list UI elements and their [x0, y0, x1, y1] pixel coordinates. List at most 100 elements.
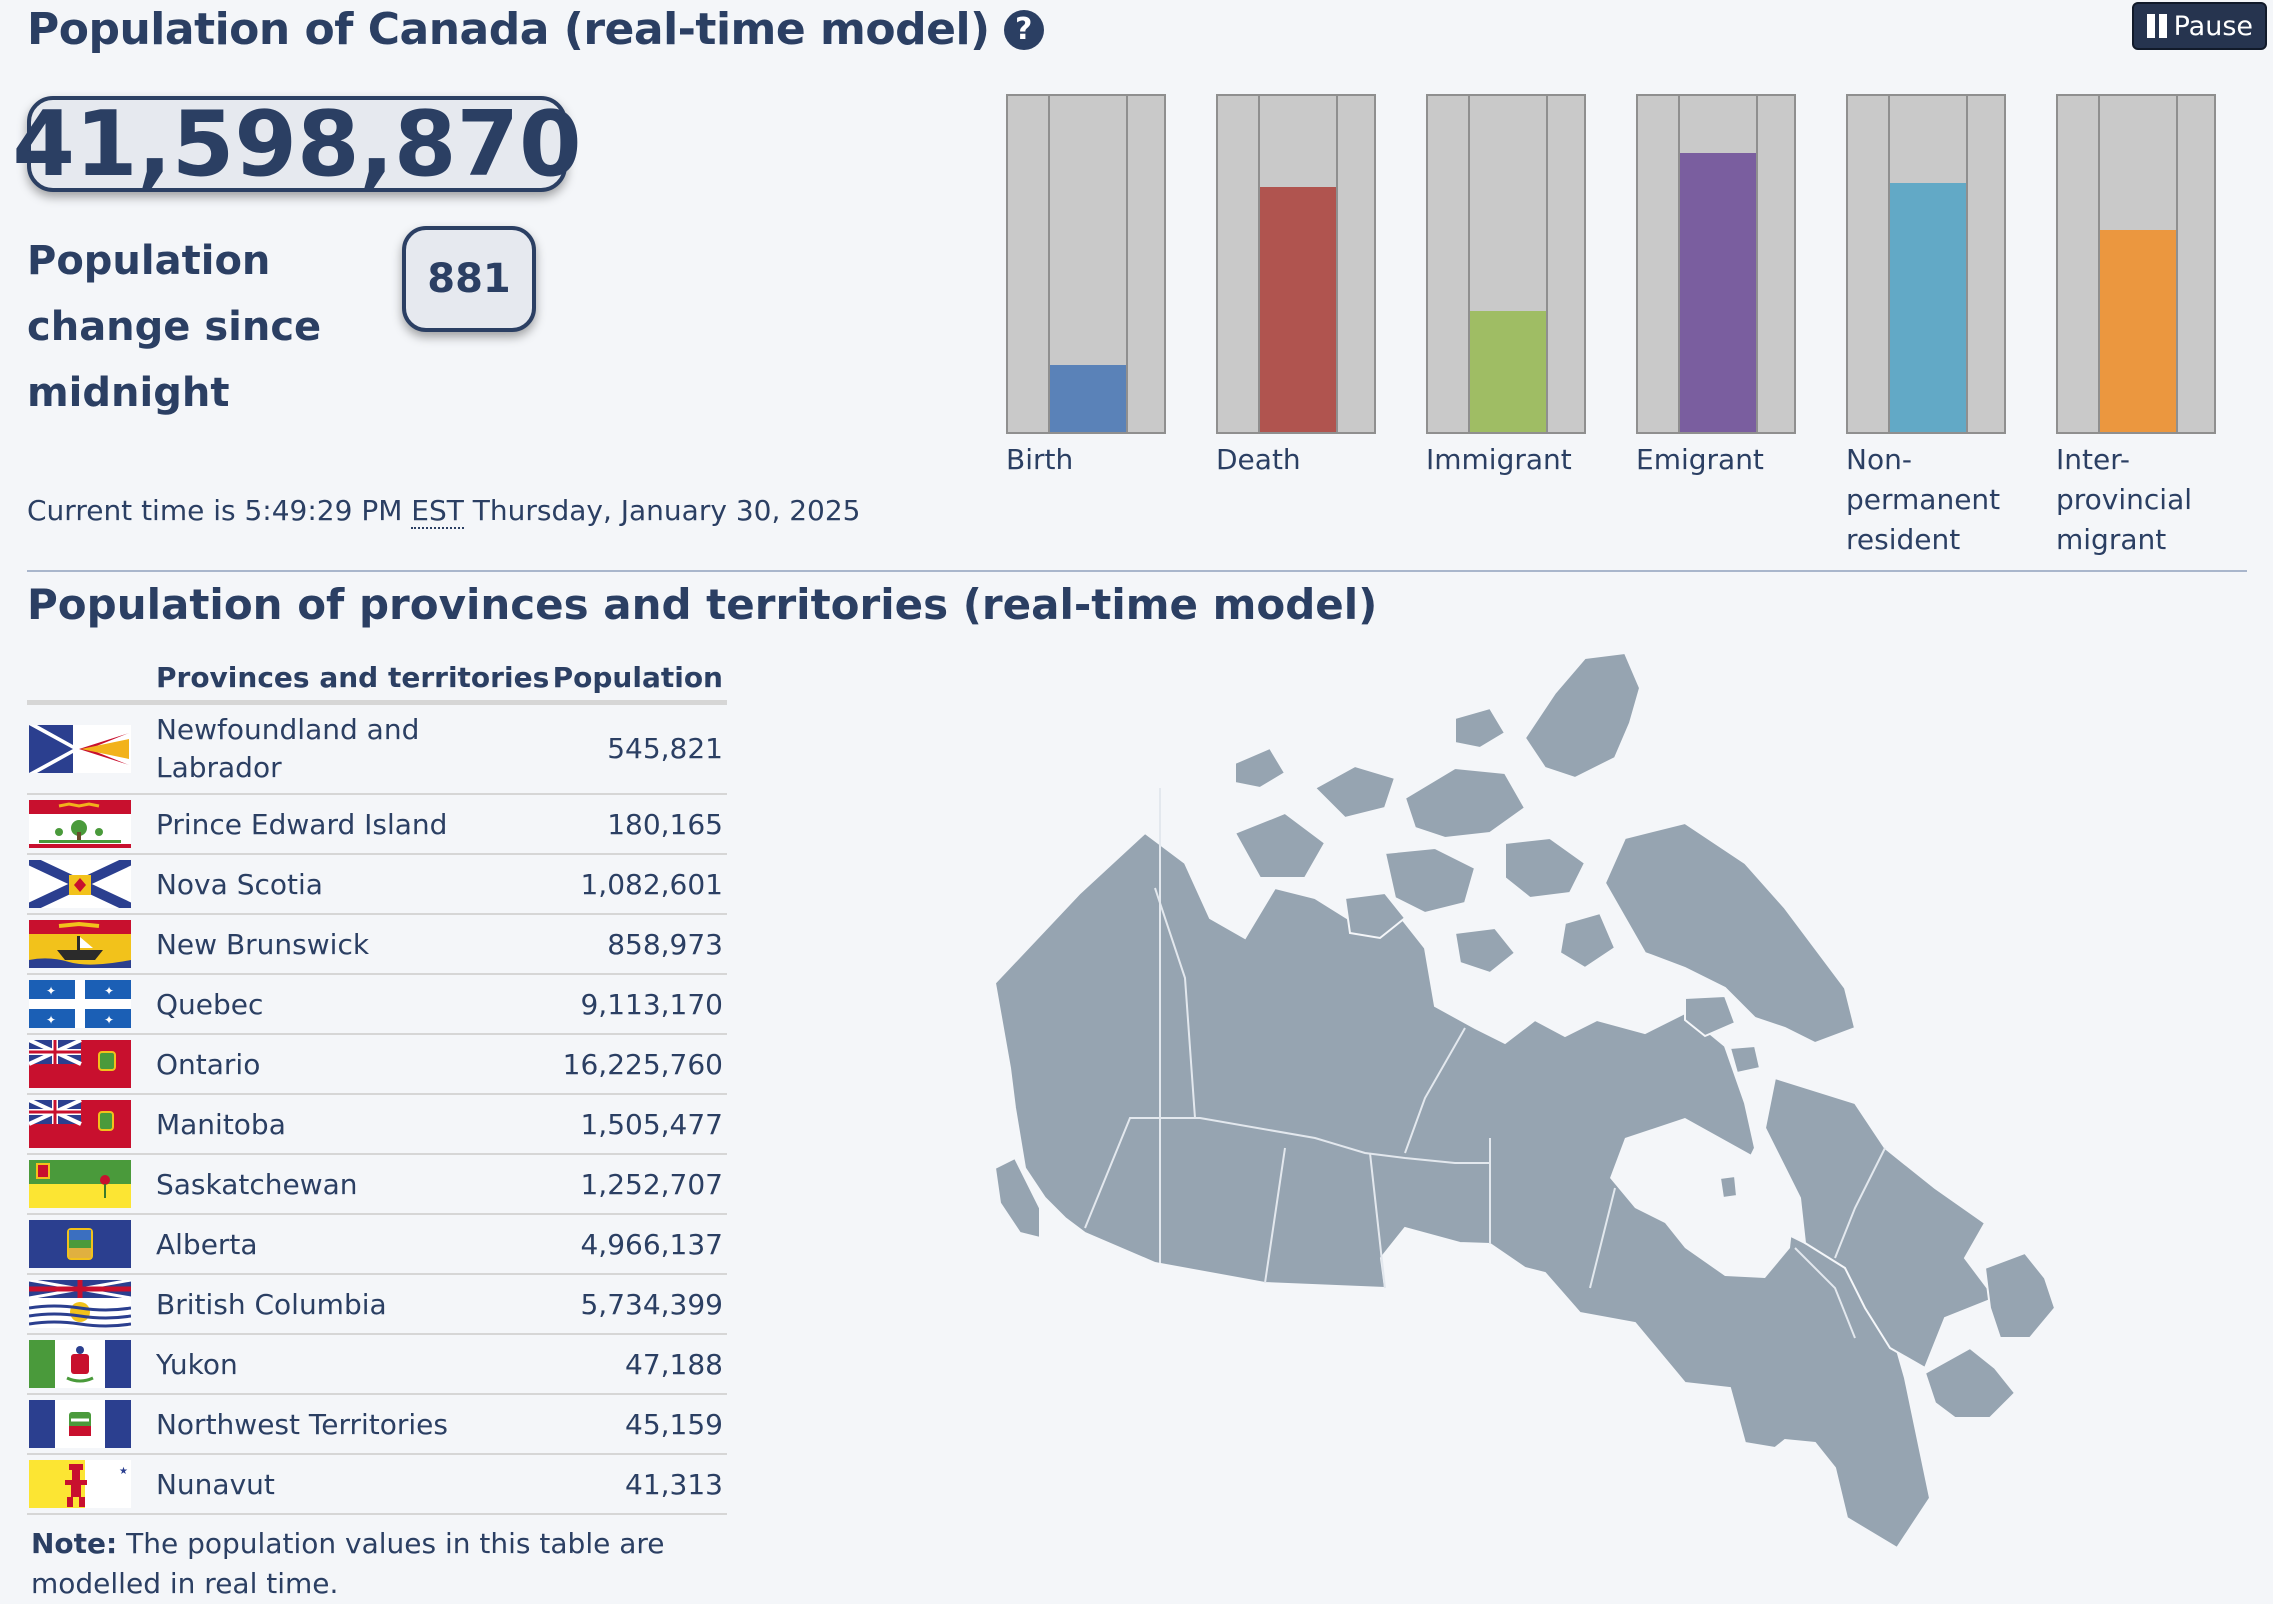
table-row: New Brunswick 858,973: [27, 914, 727, 975]
province-population: 45,159: [552, 1394, 727, 1455]
pause-icon: [2146, 14, 2168, 38]
quebec-flag-icon: ✦ ✦ ✦ ✦: [27, 974, 156, 1035]
province-population: 4,966,137: [552, 1214, 727, 1275]
province-name: Manitoba: [155, 1094, 553, 1155]
gauge-label-line: Birth: [1006, 443, 1074, 476]
gauge-label-line: Non-: [1846, 443, 1912, 476]
population-change-label: Population change since midnight: [27, 238, 322, 416]
population-counter: 41,598,870: [12, 91, 582, 197]
gauge-track: [1468, 96, 1548, 432]
gauge-track: [1048, 96, 1128, 432]
gauge-non-permanent-resident: Non-permanent resident: [1846, 94, 2006, 560]
province-name: Prince Edward Island: [155, 794, 553, 855]
svg-text:✦: ✦: [46, 984, 56, 998]
gauge-fill: [1680, 153, 1756, 432]
map-ellesmere: [1523, 651, 1642, 780]
gauge-frame: [1846, 94, 2006, 434]
gauge-label: Emigrant: [1636, 440, 1806, 480]
gauge-track: [2098, 96, 2178, 432]
section-divider: [27, 570, 2247, 572]
province-population: 47,188: [552, 1334, 727, 1395]
table-row: Alberta 4,966,137: [27, 1214, 727, 1275]
svg-text:✦: ✦: [104, 1013, 114, 1027]
gauge-fill: [1890, 183, 1966, 432]
pause-label: Pause: [2173, 10, 2253, 42]
province-population: 180,165: [552, 794, 727, 855]
table-note: Note: The population values in this tabl…: [31, 1524, 671, 1604]
gauge-label-line: Emigrant: [1636, 443, 1764, 476]
new-brunswick-flag-icon: [27, 914, 156, 975]
province-name: Northwest Territories: [155, 1394, 553, 1455]
province-name: Yukon: [155, 1334, 553, 1395]
province-population: 1,505,477: [552, 1094, 727, 1155]
current-time: Current time is 5:49:29 PM EST Thursday,…: [27, 494, 861, 529]
table-row: Yukon 47,188: [27, 1334, 727, 1395]
table-row: British Columbia 5,734,399: [27, 1274, 727, 1335]
province-name: Quebec: [155, 974, 553, 1035]
flag-header: [27, 654, 156, 705]
gauge-label-line: resident: [1846, 523, 1961, 556]
current-date: Thursday, January 30, 2025: [472, 494, 861, 527]
gauge-immigrant: Immigrant: [1426, 94, 1586, 480]
ontario-flag-icon: [27, 1034, 156, 1095]
gauge-track: [1888, 96, 1968, 432]
province-population: 1,082,601: [552, 854, 727, 915]
gauge-frame: [2056, 94, 2216, 434]
table-header-row: Provinces and territories Population: [27, 654, 727, 705]
province-population: 9,113,170: [552, 974, 727, 1035]
gauge-fill: [1470, 311, 1546, 432]
manitoba-flag-icon: [27, 1094, 156, 1155]
gauge-label-line: migrant: [2056, 523, 2167, 556]
pause-button[interactable]: Pause: [2131, 2, 2267, 50]
title-row: Population of Canada (real-time model) ?: [27, 4, 1044, 55]
gauge-emigrant: Emigrant: [1636, 94, 1796, 480]
gauge-label-line: Death: [1216, 443, 1301, 476]
provinces-table: Provinces and territories Population New…: [27, 654, 727, 1515]
gauge-frame: [1426, 94, 1586, 434]
table-row: Northwest Territories 45,159: [27, 1394, 727, 1455]
gauge-frame: [1216, 94, 1376, 434]
map-newfoundland: [1983, 1251, 2057, 1339]
province-population: 5,734,399: [552, 1274, 727, 1335]
british-columbia-flag-icon: [27, 1274, 156, 1335]
province-name: Ontario: [155, 1034, 553, 1095]
col-population-header: Population: [552, 654, 727, 705]
table-row: ✦ ✦ ✦ ✦ Quebec 9,113,170: [27, 974, 727, 1035]
gauge-label: Immigrant: [1426, 440, 1596, 480]
yukon-flag-icon: [27, 1334, 156, 1395]
canada-map-icon: [993, 651, 2057, 1548]
province-name: British Columbia: [155, 1274, 553, 1335]
province-name: Saskatchewan: [155, 1154, 553, 1215]
gauge-label: Death: [1216, 440, 1386, 480]
gauge-death: Death: [1216, 94, 1376, 480]
newfoundland-flag-icon: [27, 702, 156, 795]
gauge-fill: [2100, 230, 2176, 432]
gauge-fill: [1050, 364, 1126, 432]
table-row: Newfoundland and Labrador 545,821: [27, 702, 727, 795]
provinces-title: Population of provinces and territories …: [27, 580, 1378, 629]
table-row: Manitoba 1,505,477: [27, 1094, 727, 1155]
note-text: The population values in this table are …: [31, 1527, 665, 1600]
page-title: Population of Canada (real-time model): [27, 4, 990, 55]
province-population: 858,973: [552, 914, 727, 975]
map-quebec-north: [1763, 1076, 1997, 1370]
gauge-track: [1258, 96, 1338, 432]
province-name: New Brunswick: [155, 914, 553, 975]
province-population: 16,225,760: [552, 1034, 727, 1095]
gauge-birth: Birth: [1006, 94, 1166, 480]
gauge-label: Non-permanent resident: [1846, 440, 2016, 560]
table-row: Ontario 16,225,760: [27, 1034, 727, 1095]
saskatchewan-flag-icon: [27, 1154, 156, 1215]
gauge-label: Inter-provincial migrant: [2056, 440, 2226, 560]
timezone-abbr: EST: [411, 494, 464, 529]
northwest-territories-flag-icon: [27, 1394, 156, 1455]
map-maritimes: [1923, 1346, 2017, 1419]
gauge-frame: [1006, 94, 1166, 434]
province-name: Newfoundland and Labrador: [155, 702, 553, 795]
table-row: ★ Nunavut 41,313: [27, 1454, 727, 1515]
note-bold: Note:: [31, 1527, 118, 1560]
question-circle-icon[interactable]: ?: [1003, 9, 1044, 50]
province-name: Nunavut: [155, 1454, 553, 1515]
svg-text:✦: ✦: [104, 984, 114, 998]
table-row: Nova Scotia 1,082,601: [27, 854, 727, 915]
